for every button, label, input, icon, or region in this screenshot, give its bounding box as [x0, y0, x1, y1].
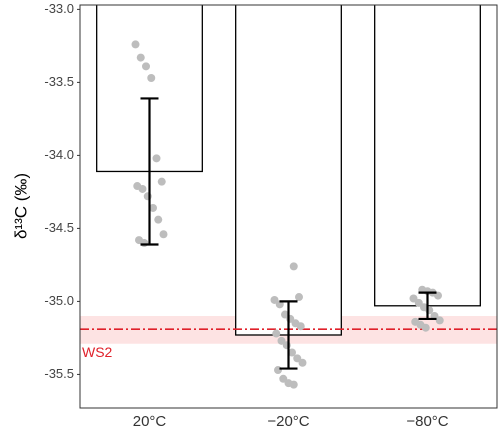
x-tick-label: −20°C: [267, 413, 309, 430]
plot-frame: [79, 4, 498, 409]
data-point: [157, 177, 166, 186]
data-point: [270, 295, 279, 304]
data-point: [295, 293, 303, 302]
plot: [80, 5, 497, 389]
data-point: [293, 354, 302, 363]
data-point: [274, 366, 282, 375]
x-tick-label: 20°C: [133, 413, 167, 430]
x-tick-label: −80°C: [406, 413, 448, 430]
data-point: [288, 348, 296, 357]
data-point: [279, 374, 288, 383]
data-point: [152, 154, 161, 163]
bar: [235, 5, 342, 336]
y-tick-label: -34.0: [44, 147, 74, 162]
data-point: [281, 310, 289, 319]
data-point: [421, 323, 430, 332]
data-point: [296, 322, 305, 331]
data-point: [140, 239, 149, 248]
data-point: [414, 298, 423, 307]
data-point: [136, 53, 145, 62]
data-point: [298, 358, 307, 367]
data-point: [149, 203, 157, 212]
data-point: [159, 230, 168, 239]
data-point: [435, 316, 444, 325]
bar: [374, 5, 481, 307]
data-point: [142, 62, 150, 71]
data-point: [277, 336, 286, 345]
y-tick-label: -35.0: [44, 293, 74, 308]
data-point: [409, 294, 418, 303]
y-axis-label: δ¹³C (‰): [11, 173, 30, 239]
data-point: [154, 215, 163, 224]
y-tick-label: -34.5: [44, 220, 74, 235]
data-point: [289, 262, 298, 271]
data-point: [147, 74, 156, 83]
y-tick-label: -33.5: [44, 74, 74, 89]
data-point: [272, 329, 281, 338]
data-point: [138, 184, 147, 193]
data-point: [131, 40, 140, 49]
y-tick-label: -33.0: [44, 1, 74, 16]
reference-label: WS2: [82, 344, 113, 360]
data-point: [289, 380, 298, 389]
y-tick-label: -35.5: [44, 366, 74, 381]
